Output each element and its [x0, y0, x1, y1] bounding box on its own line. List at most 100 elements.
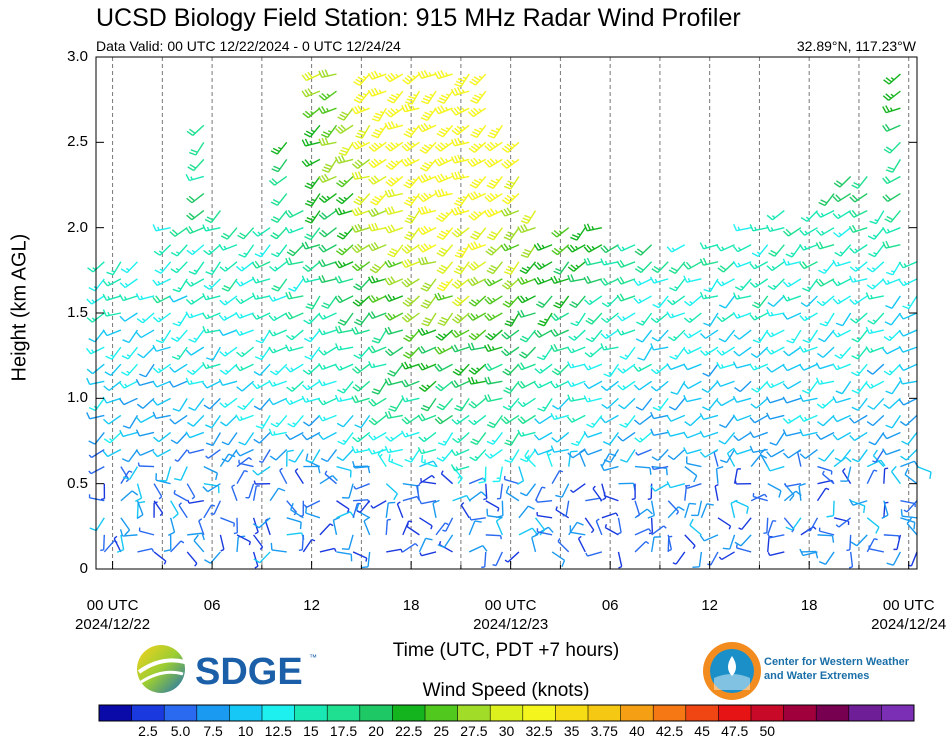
- barb-staff: [724, 432, 736, 445]
- barb-feather: [439, 97, 447, 102]
- barb-feather: [405, 181, 413, 187]
- wind-barb: [534, 486, 546, 502]
- barb-half-feather: [804, 230, 808, 235]
- barb-staff: [916, 465, 932, 473]
- barb-feather: [600, 463, 605, 471]
- wind-barb: [484, 278, 503, 287]
- wind-barb: [450, 137, 470, 147]
- barb-half-feather: [886, 279, 891, 284]
- barb-staff: [194, 397, 205, 411]
- barb-half-feather: [257, 383, 261, 388]
- wind-barb: [468, 397, 487, 409]
- barb-staff: [907, 432, 918, 445]
- barb-half-feather: [343, 196, 348, 200]
- barb-feather: [169, 418, 176, 425]
- barb-half-feather: [220, 548, 225, 552]
- barb-feather: [666, 363, 672, 370]
- barb-feather: [339, 113, 347, 119]
- barb-half-feather: [190, 281, 195, 286]
- barb-feather: [406, 277, 413, 284]
- barb-feather: [782, 294, 788, 302]
- barb-feather: [472, 438, 480, 443]
- wind-barb: [368, 360, 387, 369]
- wind-barb: [451, 295, 470, 307]
- wind-barb: [483, 483, 488, 501]
- barb-feather: [368, 419, 375, 426]
- barb-feather: [716, 465, 724, 470]
- barb-staff: [155, 479, 171, 485]
- wind-barb: [119, 429, 138, 438]
- wind-barb: [750, 346, 769, 359]
- wind-barb: [385, 107, 404, 118]
- wind-barb: [419, 517, 433, 530]
- wind-barb: [168, 380, 188, 388]
- barb-staff: [475, 73, 487, 86]
- wind-barb: [135, 429, 155, 437]
- wind-barb: [584, 517, 595, 534]
- wind-barb: [388, 454, 404, 468]
- barb-staff: [704, 448, 719, 458]
- barb-staff: [684, 485, 688, 501]
- wind-barb: [583, 363, 603, 371]
- barb-half-feather: [277, 146, 282, 150]
- wind-barb: [733, 431, 752, 442]
- wind-barb: [442, 517, 454, 532]
- wind-barb: [492, 551, 503, 567]
- barb-staff: [178, 504, 188, 519]
- barb-feather: [865, 346, 871, 353]
- wind-barb: [884, 312, 901, 326]
- barb-staff: [176, 261, 188, 274]
- barb-staff: [291, 329, 304, 341]
- wind-barb: [849, 244, 868, 254]
- barb-feather: [306, 233, 314, 238]
- wind-barb: [304, 227, 321, 241]
- wind-barb: [437, 312, 454, 327]
- barb-half-feather: [575, 264, 580, 268]
- wind-barb: [368, 431, 387, 441]
- barb-feather: [373, 142, 380, 149]
- barb-feather: [441, 316, 449, 321]
- barb-staff: [572, 448, 586, 459]
- barb-staff: [363, 520, 371, 536]
- barb-feather: [585, 319, 593, 325]
- barb-half-feather: [322, 364, 327, 369]
- barb-feather: [357, 195, 365, 201]
- barb-staff: [817, 479, 833, 485]
- wind-barb: [367, 207, 387, 218]
- wind-barb: [186, 551, 198, 567]
- barb-feather: [404, 246, 411, 252]
- barb-feather: [218, 314, 225, 321]
- barb-staff: [808, 380, 819, 394]
- barb-feather: [371, 134, 379, 139]
- barb-feather: [404, 104, 409, 112]
- wind-barb: [832, 329, 851, 338]
- barb-staff: [243, 227, 255, 240]
- wind-barb: [221, 278, 238, 292]
- barb-half-feather: [289, 399, 294, 404]
- barb-staff: [688, 329, 702, 339]
- barb-feather: [782, 281, 789, 288]
- barb-half-feather: [555, 383, 559, 387]
- barb-feather: [583, 299, 591, 306]
- barb-staff: [406, 525, 420, 536]
- barb-feather: [453, 202, 461, 207]
- barb-feather: [270, 150, 278, 155]
- colorbar-swatch: [848, 705, 882, 721]
- wind-barb: [301, 138, 321, 147]
- x-tick-line1: 06: [601, 597, 619, 614]
- wind-barb: [255, 415, 271, 429]
- wind-barb: [486, 414, 503, 429]
- barb-feather: [749, 262, 755, 270]
- barb-half-feather: [291, 334, 295, 339]
- barb-staff: [791, 244, 802, 258]
- barb-staff: [568, 451, 572, 467]
- barb-feather: [666, 246, 673, 253]
- barb-feather: [750, 352, 758, 359]
- barb-feather: [387, 410, 392, 418]
- barb-feather: [172, 322, 180, 327]
- barb-half-feather: [308, 319, 313, 323]
- wind-barb: [334, 207, 354, 216]
- barb-half-feather: [107, 281, 111, 285]
- wind-barb: [371, 107, 387, 122]
- barb-feather: [122, 476, 130, 481]
